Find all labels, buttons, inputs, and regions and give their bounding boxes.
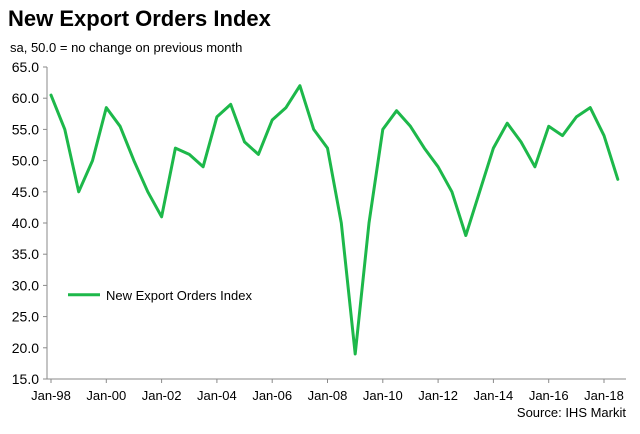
y-tick-label: 65.0 xyxy=(12,59,39,75)
x-tick-label: Jan-02 xyxy=(142,388,182,403)
chart-subtitle: sa, 50.0 = no change on previous month xyxy=(10,40,243,55)
x-tick-label: Jan-12 xyxy=(418,388,458,403)
x-tick-label: Jan-16 xyxy=(529,388,569,403)
x-tick-label: Jan-10 xyxy=(363,388,403,403)
chart-source: Source: IHS Markit xyxy=(516,405,626,420)
x-tick-label: Jan-00 xyxy=(86,388,126,403)
x-tick-label: Jan-18 xyxy=(584,388,624,403)
y-tick-label: 50.0 xyxy=(12,153,39,169)
y-tick-label: 45.0 xyxy=(12,184,39,200)
x-tick-label: Jan-14 xyxy=(474,388,514,403)
y-axis: 15.0 20.0 25.0 30.0 35.0 40.0 45.0 50.0 55.0 60.0… xyxy=(12,59,48,387)
y-tick-label: 55.0 xyxy=(12,121,39,137)
y-tick-label: 35.0 xyxy=(12,246,39,262)
legend-label: New Export Orders Index xyxy=(106,288,252,303)
y-tick-label: 40.0 xyxy=(12,215,39,231)
chart-legend: New Export Orders Index xyxy=(68,288,252,303)
y-tick-label: 60.0 xyxy=(12,90,39,106)
y-tick-label: 30.0 xyxy=(12,277,39,293)
x-tick-label: Jan-04 xyxy=(197,388,237,403)
x-tick-label: Jan-98 xyxy=(31,388,71,403)
y-tick-label: 25.0 xyxy=(12,309,39,325)
x-axis: Jan-98 Jan-00 Jan-02 Jan-04 Jan-06 Jan-08 Jan-… xyxy=(31,378,626,403)
y-tick-label: 20.0 xyxy=(12,340,39,356)
x-tick-label: Jan-08 xyxy=(308,388,348,403)
y-tick-label: 15.0 xyxy=(12,371,39,387)
chart-title: New Export Orders Index xyxy=(8,6,271,31)
series-line xyxy=(49,84,620,356)
chart-series xyxy=(49,84,620,356)
x-tick-label: Jan-06 xyxy=(252,388,292,403)
